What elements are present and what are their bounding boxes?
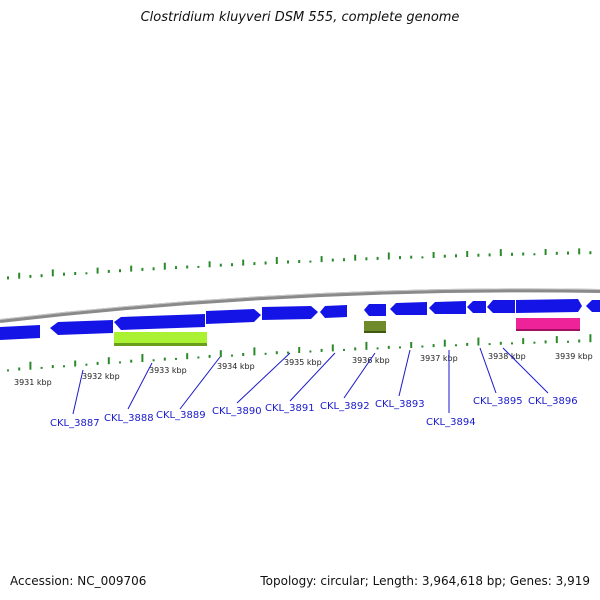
feature-bar-olive	[364, 321, 386, 333]
gene-label[interactable]: CKL_3894	[426, 417, 476, 428]
gene-label[interactable]: CKL_3887	[50, 418, 100, 429]
feature-bar-green-edge	[114, 343, 207, 346]
gene-arrow	[206, 309, 261, 324]
gene-label[interactable]: CKL_3896	[528, 396, 578, 407]
kbp-label: 3931 kbp	[14, 378, 52, 387]
gc-skew-track-upper	[7, 248, 592, 280]
leader-line	[179, 356, 221, 410]
feature-bar-pink-edge	[516, 329, 580, 331]
gene-arrow	[390, 302, 427, 315]
feature-bar-olive-edge	[364, 331, 386, 333]
gene-arrow	[114, 314, 205, 330]
gene-arrow	[487, 300, 515, 313]
gene-label[interactable]: CKL_3895	[473, 396, 523, 407]
kbp-scale: 3931 kbp 3932 kbp 3933 kbp 3934 kbp 3935…	[14, 352, 593, 387]
gene-arrow	[262, 306, 318, 320]
gc-skew-track-lower	[7, 334, 592, 372]
feature-bar-green	[114, 332, 207, 345]
genome-backbone-highlight	[0, 288, 600, 320]
leader-line	[398, 349, 411, 397]
feature-bar-pink	[516, 318, 580, 331]
kbp-label: 3932 kbp	[82, 372, 120, 381]
gene-label[interactable]: CKL_3893	[375, 399, 425, 410]
gene-arrow	[429, 301, 466, 314]
genome-title: Clostridium kluyveri DSM 555, complete g…	[140, 10, 460, 25]
kbp-label: 3933 kbp	[149, 366, 187, 375]
kbp-label: 3939 kbp	[555, 352, 593, 361]
gene-label[interactable]: CKL_3891	[265, 403, 315, 414]
leader-line	[502, 347, 549, 394]
gene-label[interactable]: CKL_3888	[104, 413, 154, 424]
kbp-label: 3936 kbp	[352, 356, 390, 365]
gene-arrow	[364, 304, 386, 316]
leader-lines	[72, 347, 549, 415]
gene-arrow	[516, 299, 582, 313]
gene-arrow	[586, 300, 600, 312]
gene-arrow	[467, 301, 486, 313]
leader-line	[72, 369, 84, 415]
kbp-label: 3937 kbp	[420, 354, 458, 363]
gene-arrow	[50, 320, 113, 335]
kbp-label: 3935 kbp	[284, 358, 322, 367]
gene-label[interactable]: CKL_3892	[320, 401, 370, 412]
feature-track	[114, 318, 580, 346]
genome-summary-text: Topology: circular; Length: 3,964,618 bp…	[260, 574, 590, 588]
gene-track	[0, 299, 600, 340]
gene-arrow	[0, 325, 40, 340]
accession-text: Accession: NC_009706	[10, 574, 147, 588]
leader-line	[127, 362, 153, 410]
leader-line	[289, 352, 336, 402]
gene-labels: CKL_3887 CKL_3888 CKL_3889 CKL_3890 CKL_…	[50, 396, 578, 429]
kbp-label: 3938 kbp	[488, 352, 526, 361]
leader-line	[343, 352, 376, 399]
genome-backbone	[0, 288, 600, 323]
kbp-label: 3934 kbp	[217, 362, 255, 371]
gene-label[interactable]: CKL_3890	[212, 406, 262, 417]
leader-line	[236, 352, 291, 404]
gene-arrow	[320, 305, 347, 318]
gene-label[interactable]: CKL_3889	[156, 410, 206, 421]
leader-line	[479, 347, 497, 394]
